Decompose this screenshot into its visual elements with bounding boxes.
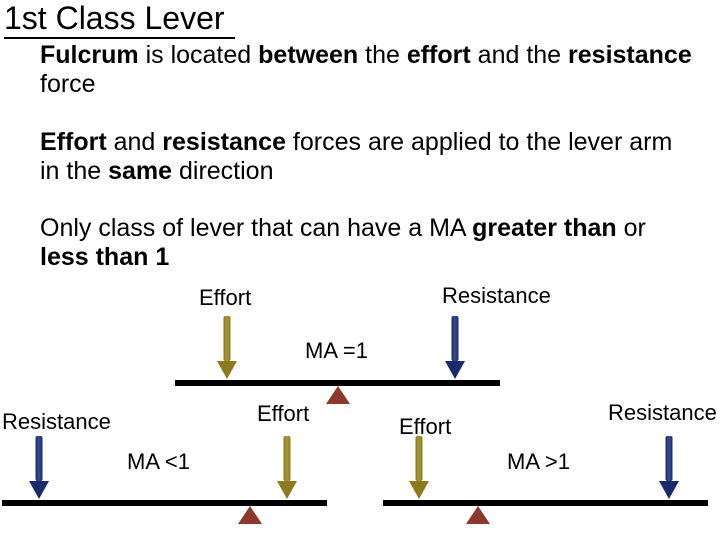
- left-fulcrum-icon: [238, 506, 262, 524]
- bullet-3: Only class of lever that can have a MA g…: [40, 214, 695, 272]
- effort-label-right: Effort: [399, 414, 451, 440]
- left-lever-bar: [2, 500, 327, 506]
- ma-lt-1-label: MA <1: [127, 449, 190, 475]
- right-arrow-0: [418, 0, 419, 1]
- top-arrow-1: [454, 0, 455, 1]
- resistance-label-right: Resistance: [608, 400, 717, 426]
- right-lever-bar: [383, 500, 708, 506]
- ma-eq-1-label: MA =1: [305, 338, 368, 364]
- resistance-label-top: Resistance: [442, 283, 551, 309]
- effort-label-top: Effort: [199, 285, 251, 311]
- top-fulcrum-icon: [326, 386, 350, 404]
- top-arrow-0: [226, 0, 227, 1]
- right-arrow-1: [668, 0, 669, 1]
- bullet-2: Effort and resistance forces are applied…: [40, 128, 695, 186]
- left-arrow-0: [38, 0, 39, 1]
- resistance-label-left: Resistance: [2, 409, 111, 435]
- ma-gt-1-label: MA >1: [507, 449, 570, 475]
- page-title: 1st Class Lever: [4, 0, 235, 39]
- right-fulcrum-icon: [466, 506, 490, 524]
- left-arrow-1: [286, 0, 287, 1]
- bullet-1: Fulcrum is located between the effort an…: [40, 41, 695, 99]
- effort-label-mid: Effort: [257, 401, 309, 427]
